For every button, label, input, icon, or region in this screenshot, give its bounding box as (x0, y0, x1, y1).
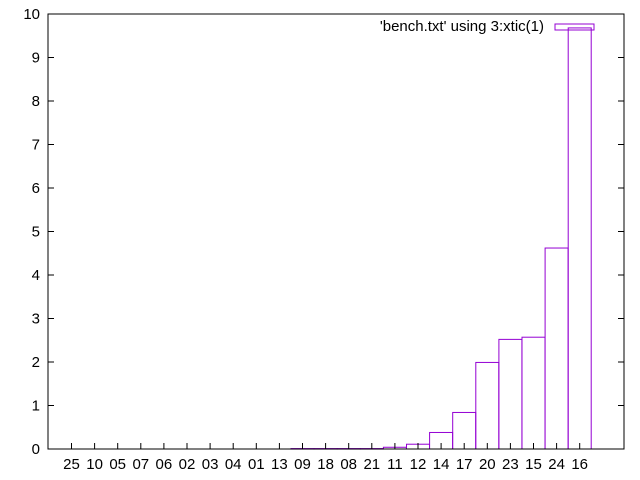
y-tick-label: 5 (32, 224, 40, 241)
x-tick-label: 13 (271, 456, 288, 473)
legend-swatch (554, 23, 595, 31)
x-tick-label: 16 (571, 456, 588, 473)
x-tick-label: 17 (456, 456, 473, 473)
x-tick-label: 09 (294, 456, 311, 473)
y-tick-label: 2 (32, 354, 40, 371)
y-tick-label: 1 (32, 398, 40, 415)
y-tick-label: 4 (32, 267, 40, 284)
x-tick-label: 20 (479, 456, 496, 473)
x-tick-label: 01 (248, 456, 265, 473)
plot-border (47, 13, 625, 450)
x-tick-label: 21 (363, 456, 380, 473)
x-tick-label: 08 (340, 456, 357, 473)
y-tick-label: 8 (32, 93, 40, 110)
y-tick-label: 9 (32, 50, 40, 67)
legend: 'bench.txt' using 3:xtic(1) (380, 18, 595, 35)
bar (475, 361, 500, 450)
x-tick-label: 25 (63, 456, 80, 473)
x-tick-label: 05 (109, 456, 126, 473)
x-tick-label: 11 (387, 456, 403, 473)
x-tick-label: 04 (225, 456, 242, 473)
x-tick-label: 03 (202, 456, 219, 473)
bar (498, 338, 523, 450)
bars-group (290, 27, 592, 450)
x-tick-label: 18 (317, 456, 334, 473)
x-tick-label: 12 (410, 456, 427, 473)
bar (521, 336, 546, 450)
x-tick-label: 07 (132, 456, 149, 473)
x-tick-label: 14 (433, 456, 450, 473)
x-tick-label: 02 (179, 456, 196, 473)
x-tick-label: 15 (525, 456, 542, 473)
y-tick-label: 6 (32, 180, 40, 197)
y-tick-label: 7 (32, 137, 40, 154)
y-axis: 0 1 2 3 4 5 6 7 8 9 10 (23, 6, 624, 458)
y-tick-label: 3 (32, 311, 40, 328)
x-tick-label: 10 (86, 456, 103, 473)
x-tick-label: 23 (502, 456, 519, 473)
x-tick-label: 06 (156, 456, 173, 473)
y-tick-label: 0 (32, 441, 40, 458)
y-tick-label: 10 (23, 6, 40, 23)
bar (567, 27, 592, 450)
x-tick-label: 24 (548, 456, 565, 473)
x-axis: 25 10 05 07 06 02 03 04 01 13 09 18 08 21 11 12 14 17 20 23… (63, 443, 588, 473)
legend-label: 'bench.txt' using 3:xtic(1) (380, 18, 544, 35)
bar (544, 247, 569, 450)
